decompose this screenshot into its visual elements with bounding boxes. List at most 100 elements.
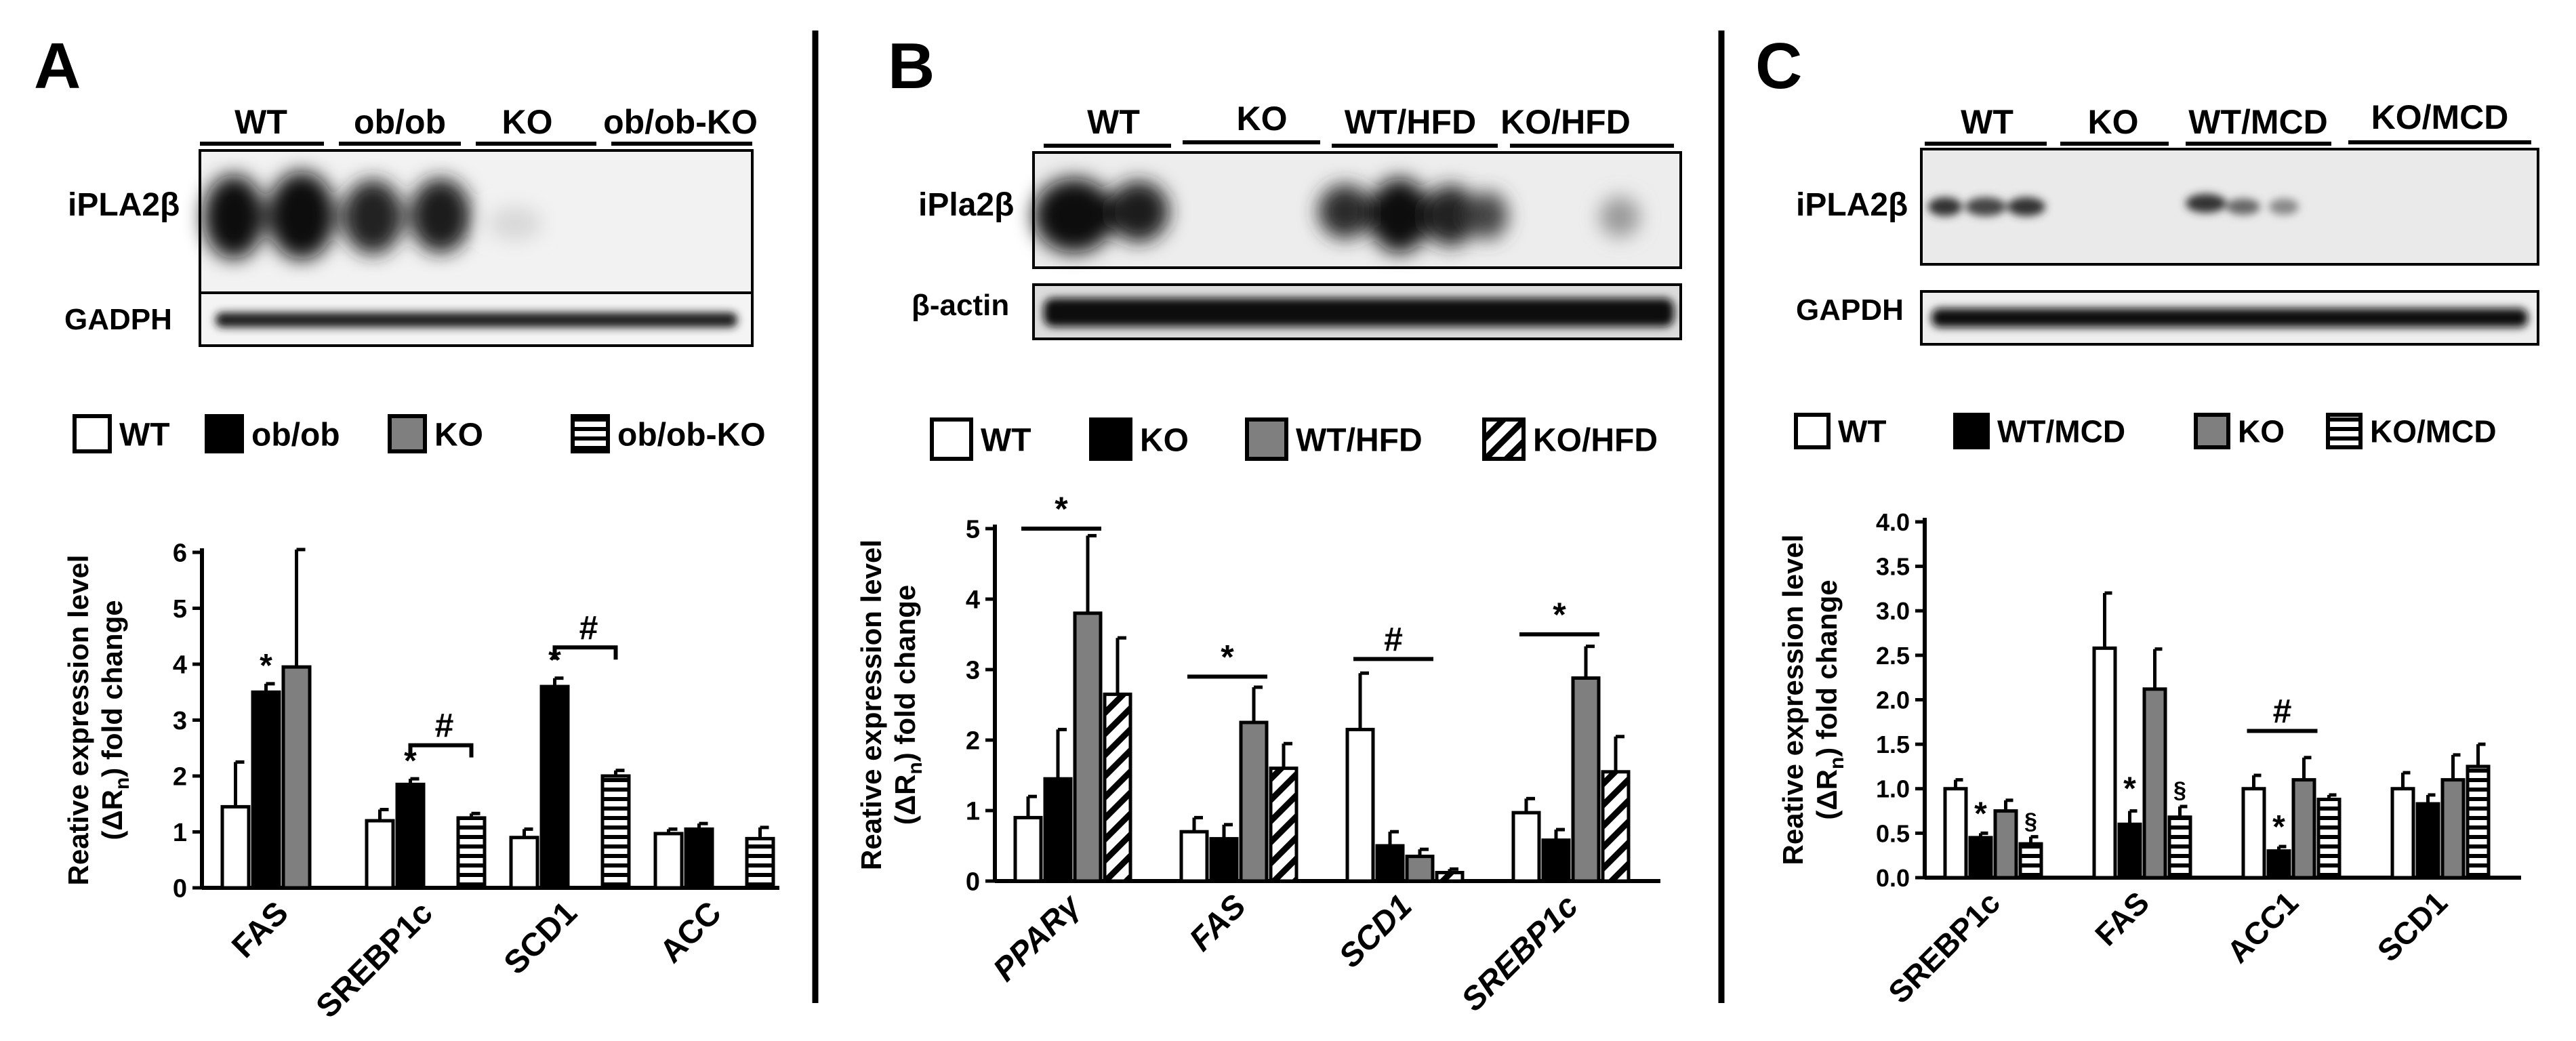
blot-bands bbox=[1034, 178, 1640, 253]
bar bbox=[1043, 777, 1073, 883]
y-axis-label-subscript: n bbox=[1826, 757, 1848, 769]
y-axis-label-unit: (ΔRn) fold change bbox=[889, 585, 926, 825]
y-tick-label: 2 bbox=[966, 727, 980, 756]
x-tick-label: FAS bbox=[225, 895, 295, 964]
blot-group-label: WT bbox=[1961, 103, 2013, 141]
legend-label: KO/MCD bbox=[2370, 414, 2497, 449]
significance-bracket bbox=[408, 743, 474, 758]
bar bbox=[2117, 822, 2142, 880]
y-tick-label: 2.5 bbox=[1876, 642, 1910, 670]
y-tick-label: 1 bbox=[966, 798, 980, 826]
y-tick-label: 2 bbox=[173, 763, 187, 792]
blot-group-label: ob/ob-KO bbox=[603, 103, 758, 141]
legend-label: WT/MCD bbox=[1997, 414, 2125, 449]
legend-a: WT ob/ob KO ob/ob-KO bbox=[73, 414, 766, 453]
x-tick-label: ACC bbox=[653, 895, 729, 970]
legend-label: ob/ob-KO bbox=[617, 417, 766, 453]
y-tick-label: 5 bbox=[966, 516, 980, 544]
y-tick-label: 0.0 bbox=[1876, 864, 1910, 892]
bar bbox=[539, 685, 570, 890]
legend-label: WT bbox=[119, 417, 170, 453]
y-tick-label: 2.0 bbox=[1876, 686, 1910, 714]
y-tick-label: 4.0 bbox=[1876, 508, 1910, 536]
bar bbox=[1269, 767, 1299, 883]
y-tick-label: 0.5 bbox=[1876, 819, 1910, 847]
bar bbox=[2415, 802, 2440, 880]
y-tick-label: 1 bbox=[173, 819, 187, 847]
legend-swatch bbox=[1482, 417, 1526, 461]
blot-loading-bands bbox=[1931, 308, 2528, 327]
bar bbox=[2092, 646, 2117, 880]
blot-row-label: β-actin bbox=[912, 289, 1009, 322]
significance-mark: * bbox=[548, 642, 561, 678]
bar bbox=[509, 836, 539, 890]
bar bbox=[600, 774, 631, 890]
legend-swatch bbox=[2194, 413, 2230, 449]
y-axis-label-unit: (ΔRn) fold change bbox=[1811, 579, 1848, 819]
legend-swatch bbox=[1794, 413, 1831, 449]
significance-bracket bbox=[552, 645, 618, 660]
y-axis-label: Reative expression level bbox=[855, 539, 887, 870]
bar bbox=[2266, 849, 2291, 880]
blot-row-label: iPLA2β bbox=[68, 187, 180, 223]
y-tick-label: 4 bbox=[173, 651, 187, 680]
bar bbox=[2390, 787, 2415, 880]
significance-mark: # bbox=[579, 609, 598, 647]
panel-letter-c: C bbox=[1755, 30, 1802, 102]
blot-group-label: WT/HFD bbox=[1345, 103, 1476, 141]
bar bbox=[2440, 778, 2466, 880]
significance-mark: * bbox=[404, 743, 417, 779]
legend-label: KO bbox=[2238, 414, 2285, 449]
legend-swatch bbox=[1245, 417, 1288, 461]
y-tick-label: 6 bbox=[173, 539, 187, 568]
panel-b: B WT KO WT/HFD KO/HFD iPla2β β-actin bbox=[855, 30, 1682, 1018]
bar bbox=[1405, 855, 1435, 883]
blot-row-label: iPLA2β bbox=[1796, 187, 1908, 223]
bar bbox=[2167, 815, 2192, 880]
bar bbox=[1345, 727, 1375, 883]
legend-swatch bbox=[930, 417, 973, 461]
y-axis-label-unit: (ΔRn) fold change bbox=[96, 600, 134, 840]
blot-row-label: GAPDH bbox=[1796, 293, 1904, 327]
y-tick-label: 5 bbox=[173, 595, 187, 624]
legend-label: KO bbox=[434, 417, 483, 453]
significance-mark: § bbox=[2173, 777, 2186, 803]
y-axis-label: Reative expression level bbox=[1777, 535, 1809, 865]
x-tick-label: SREBP1c bbox=[310, 895, 440, 1025]
legend-label: WT bbox=[981, 422, 1031, 458]
legend-swatch bbox=[73, 414, 112, 453]
significance-mark: * bbox=[260, 648, 272, 684]
blot-bands bbox=[1928, 194, 2299, 216]
x-tick-label: SREBP1c bbox=[1881, 884, 2007, 1010]
significance-mark: # bbox=[1384, 620, 1403, 658]
y-axis-label-part: ) fold change bbox=[889, 585, 921, 762]
bar bbox=[1601, 770, 1631, 883]
legend-b: WT KO WT/HFD KO/HFD bbox=[930, 417, 1658, 461]
significance-mark: * bbox=[2123, 771, 2136, 807]
legend-label: ob/ob bbox=[251, 417, 340, 453]
bar bbox=[1943, 787, 1968, 880]
panel-letter-a: A bbox=[34, 30, 81, 102]
bar bbox=[395, 782, 426, 890]
blot-b: WT KO WT/HFD KO/HFD iPla2β β-actin bbox=[912, 100, 1682, 340]
blot-group-label: KO bbox=[1237, 100, 1288, 138]
blot-group-label: KO bbox=[2088, 103, 2139, 141]
blot-a: WT ob/ob KO ob/ob-KO iPLA2β GADPH bbox=[64, 103, 758, 347]
legend-swatch bbox=[2326, 413, 2363, 449]
bar bbox=[1013, 815, 1043, 883]
blot-loading-bands bbox=[1044, 298, 1674, 327]
y-tick-label: 0 bbox=[173, 875, 187, 903]
blot-loading-bands bbox=[216, 312, 737, 327]
blot-group-label: KO/HFD bbox=[1500, 103, 1631, 141]
x-tick-label: FAS bbox=[1183, 888, 1252, 958]
bar bbox=[365, 819, 395, 890]
x-tick-label: SCD1 bbox=[1332, 888, 1419, 975]
panel-c: C WT KO WT/MCD KO/MCD iPLA2β GAPDH bbox=[1755, 30, 2539, 1010]
bar bbox=[1571, 676, 1601, 883]
x-tick-label: PPARγ bbox=[987, 887, 1088, 989]
y-axis-label-subscript: n bbox=[904, 762, 926, 774]
blot-c: WT KO WT/MCD KO/MCD iPLA2β GAPDH bbox=[1796, 98, 2539, 346]
y-tick-label: 3.0 bbox=[1876, 597, 1910, 625]
significance-mark: * bbox=[1553, 596, 1566, 634]
